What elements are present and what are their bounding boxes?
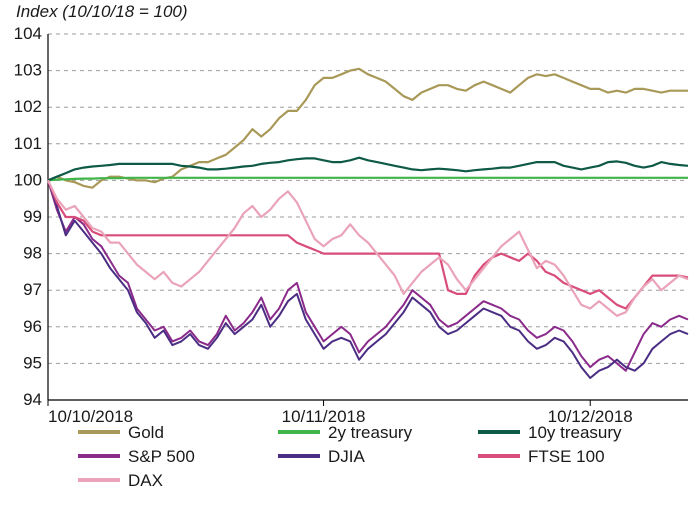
series-line — [48, 180, 688, 308]
legend-label: 10y treasury — [528, 423, 622, 442]
y-tick-label: 99 — [23, 207, 42, 226]
y-tick-label: 100 — [14, 170, 42, 189]
series-line — [48, 180, 688, 370]
y-tick-label: 96 — [23, 317, 42, 336]
chart-container: Index (10/10/18 = 100) 94959697989910010… — [0, 0, 700, 510]
y-tick-label: 102 — [14, 97, 42, 116]
y-tick-label: 103 — [14, 61, 42, 80]
y-tick-label: 98 — [23, 244, 42, 263]
legend-label: DJIA — [328, 447, 366, 466]
x-tick-label: 10/10/2018 — [48, 407, 133, 426]
legend-label: DAX — [128, 471, 163, 490]
legend-label: FTSE 100 — [528, 447, 605, 466]
y-tick-label: 97 — [23, 280, 42, 299]
legend-label: S&P 500 — [128, 447, 195, 466]
y-tick-label: 94 — [23, 390, 42, 409]
series-line — [48, 69, 688, 188]
y-tick-label: 101 — [14, 134, 42, 153]
legend-label: Gold — [128, 423, 164, 442]
y-tick-label: 95 — [23, 353, 42, 372]
legend-label: 2y treasury — [328, 423, 413, 442]
series-line — [48, 180, 688, 315]
line-chart: 94959697989910010110210310410/10/201810/… — [0, 0, 700, 510]
y-tick-label: 104 — [14, 24, 42, 43]
series-line — [48, 180, 688, 378]
